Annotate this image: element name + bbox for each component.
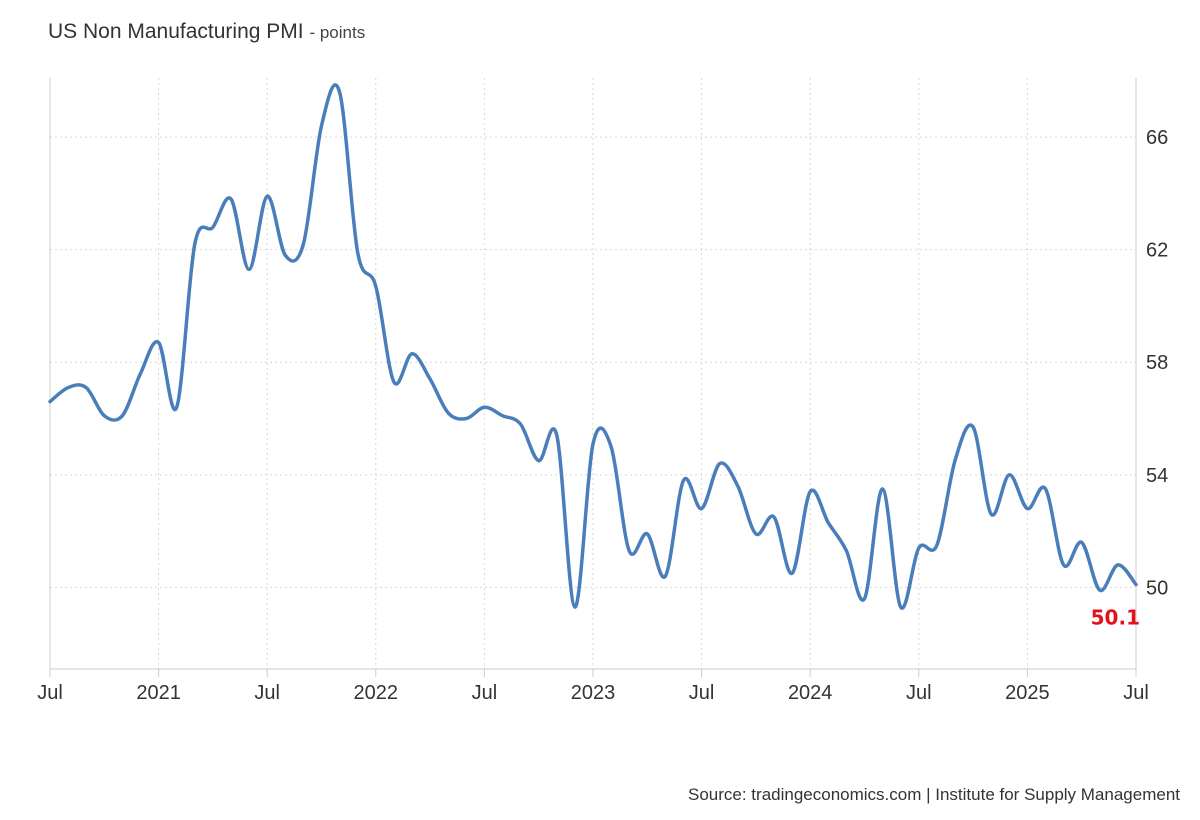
y-axis-labels: 50 54 58 62 66 [1146, 127, 1168, 599]
annotations: 50.1 [1091, 606, 1140, 630]
chart-title-text: US Non Manufacturing PMI [48, 20, 304, 43]
y-tick-label: 50 [1146, 577, 1168, 599]
y-tick-label: 54 [1146, 465, 1168, 487]
x-tick-label: 2025 [1005, 682, 1050, 704]
x-tick-label: Jul [1123, 682, 1149, 704]
grid-lines [49, 78, 1137, 669]
y-tick-label: 66 [1146, 127, 1168, 149]
chart-title: US Non Manufacturing PMI - points [48, 20, 365, 44]
x-tick-label: Jul [906, 682, 932, 704]
x-tick-label: Jul [472, 682, 498, 704]
x-axis-labels: Jul 2021 Jul 2022 Jul 2023 Jul 2024 Jul 2025 Jul [37, 682, 1149, 704]
series-group [48, 83, 1138, 610]
x-tick-label: 2024 [788, 682, 833, 704]
x-tick-label: 2021 [136, 682, 181, 704]
axes [49, 78, 1137, 677]
x-tick-label: 2023 [571, 682, 616, 704]
source-note: Source: tradingeconomics.com | Institute… [688, 785, 1180, 804]
series-line [48, 83, 1138, 610]
last-value-label: 50.1 [1091, 606, 1140, 630]
x-tick-label: Jul [689, 682, 715, 704]
x-tick-label: Jul [254, 682, 280, 704]
x-tick-label: 2022 [354, 682, 399, 704]
y-tick-label: 62 [1146, 240, 1168, 262]
y-tick-label: 58 [1146, 352, 1168, 374]
chart-subtitle: - points [309, 23, 366, 42]
x-tick-label: Jul [37, 682, 63, 704]
